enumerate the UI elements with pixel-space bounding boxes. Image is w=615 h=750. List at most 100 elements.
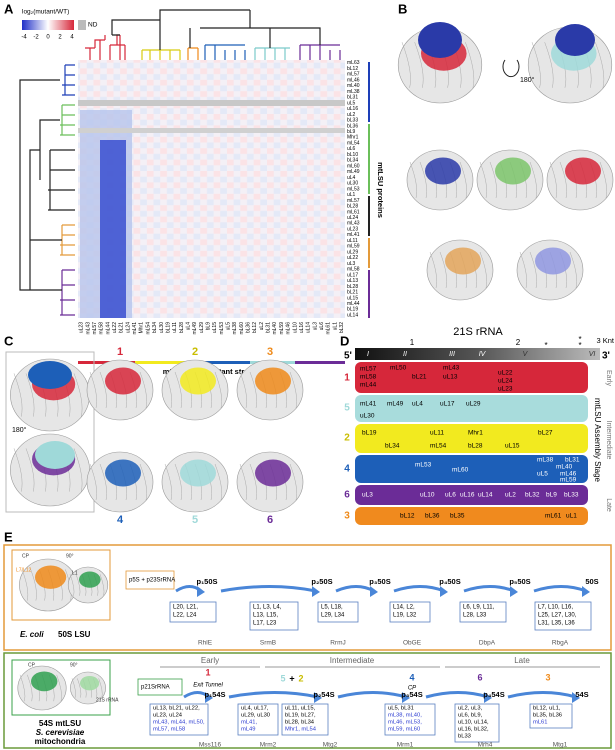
column-label: mL59 (279, 322, 285, 335)
structure-trace (73, 448, 83, 492)
panel-label: E (4, 529, 13, 544)
structure-trace (71, 678, 76, 698)
arrow (335, 585, 375, 593)
protein-label: uL11 (430, 430, 444, 437)
arrowhead (582, 586, 590, 597)
protein-set: L17, L23 (253, 621, 277, 627)
intermediate: p₄50S (439, 577, 461, 586)
stage-title: mtLSU Assembly Stage (593, 398, 602, 483)
dendrograms (19, 9, 341, 316)
arrowhead (312, 586, 320, 597)
column-label: mL57 (92, 322, 98, 335)
dendrogram (19, 79, 75, 291)
rrna-mark: * (578, 335, 581, 344)
protein-label: mL58 (360, 374, 377, 381)
arrow (463, 585, 515, 593)
row-label: Mhr1 (347, 135, 359, 141)
panel-label: C (4, 333, 14, 348)
column-label: uL3 (312, 322, 318, 331)
structure-trace (489, 161, 497, 199)
structure-highlight (535, 247, 571, 275)
dendrogram (60, 224, 75, 256)
structure-trace (239, 463, 247, 501)
structure-highlight (255, 367, 291, 395)
panel-e-frames (3, 544, 612, 749)
protein-label: uL4 (412, 401, 423, 408)
intermediate: p₄54S (483, 690, 505, 699)
column-label: bL9 (205, 322, 211, 331)
group-number: 1 (344, 373, 350, 384)
arrow (220, 585, 317, 593)
arrowhead (440, 586, 448, 597)
structure-trace (531, 42, 541, 88)
structure-trace (479, 161, 487, 199)
row-label: bL10 (347, 152, 358, 158)
protein-label: bL33 (564, 492, 579, 499)
protein-set: bL33 (458, 734, 471, 740)
protein-set: uL10, uL14, (458, 720, 489, 726)
protein-label: mL61 (545, 513, 562, 520)
column-label: bL21 (119, 322, 125, 333)
column-label: uL30 (159, 322, 165, 333)
cluster-number: 6 (477, 672, 482, 682)
column-label: uL15 (212, 322, 218, 333)
column-label: bL32 (339, 322, 345, 333)
structure-trace (69, 574, 75, 596)
cluster-bar (295, 361, 345, 364)
protein-set-mito: mL41, (241, 720, 258, 726)
protein-label: uL29 (466, 401, 481, 408)
structure-highlight (445, 247, 481, 275)
structure-highlight (105, 367, 141, 395)
row-label: uL24 (347, 215, 358, 221)
box (249, 601, 299, 631)
structure-highlight (80, 676, 100, 691)
protein-label: mL53 (415, 462, 432, 469)
group-number: 6 (344, 490, 350, 501)
protein-label: uL16 (460, 492, 475, 499)
scale-tick: 4 (70, 35, 74, 41)
box (529, 703, 573, 729)
structure-trace (139, 463, 147, 501)
protein-label: uL13 (443, 374, 458, 381)
structure-highlight (555, 24, 595, 56)
structure-trace (214, 371, 222, 409)
protein-set-mito: mL59, mL60 (388, 727, 420, 733)
box (454, 703, 500, 743)
protein-label: mL50 (390, 365, 407, 372)
column-label: uL6 (319, 322, 325, 331)
dendrogram (299, 44, 341, 60)
dendrogram (85, 34, 126, 60)
cluster-number: 3 (545, 672, 550, 682)
three-prime: 3' (602, 351, 610, 362)
factor: RrmJ (330, 640, 346, 647)
protein-label: bL9 (546, 492, 557, 499)
nd-swatch (78, 20, 86, 30)
row-label: uL11 (347, 238, 358, 244)
protein-set: bL28, bL34 (285, 720, 315, 726)
structure-trace (414, 42, 424, 88)
row-label: uL3 (347, 261, 356, 267)
protein-set: bL19, bL27, (285, 713, 316, 719)
protein-label: uL17 (440, 401, 455, 408)
protein-set: L22, L24 (173, 613, 197, 619)
dendrogram (187, 47, 199, 60)
domain-label: V (523, 351, 529, 358)
structure-trace (98, 678, 103, 698)
protein-label: uL23 (498, 386, 513, 393)
protein-set-mito: mL38, mL40, (388, 713, 422, 719)
protein-label: mL59 (560, 477, 577, 484)
row-label: bL12 (347, 66, 358, 72)
heatmap-nd (78, 128, 345, 133)
protein-label: mL38 (537, 457, 554, 464)
structure-highlight (35, 565, 67, 589)
rrna-mark: * (544, 341, 547, 350)
precursor: p5S + p23SrRNA (129, 578, 175, 584)
five-prime: 5' (344, 351, 352, 362)
structure-label: L1 (72, 570, 78, 576)
row-label: mL40 (347, 83, 360, 89)
row-label: mL61 (347, 209, 360, 215)
structure-highlight (180, 459, 216, 487)
panel-d-shapes (355, 348, 600, 525)
row-label: mL57 (347, 72, 360, 78)
